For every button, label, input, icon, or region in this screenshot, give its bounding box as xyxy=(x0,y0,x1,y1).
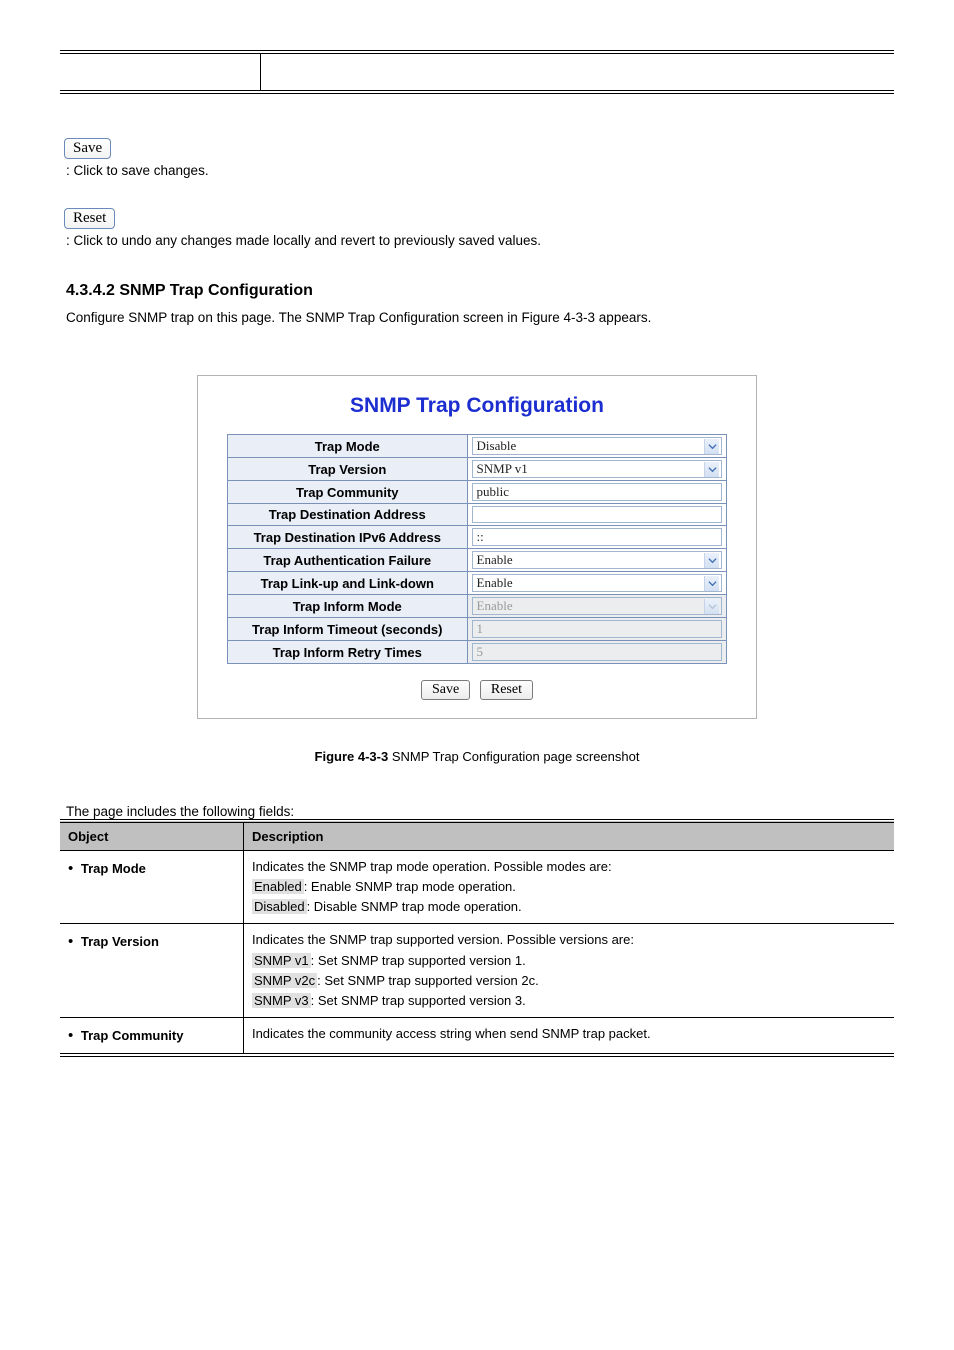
param-th-object: Object xyxy=(60,821,243,851)
figure-reset-button[interactable]: Reset xyxy=(480,680,533,700)
cfg-label: Trap Authentication Failure xyxy=(228,549,468,572)
cfg-select: Enable xyxy=(467,595,726,618)
cfg-input[interactable]: public xyxy=(467,481,726,504)
figure-caption: Figure 4-3-3 SNMP Trap Configuration pag… xyxy=(60,749,894,764)
cfg-input: 1 xyxy=(467,618,726,641)
top-empty-cell-left xyxy=(60,52,260,92)
cfg-label: Trap Inform Mode xyxy=(228,595,468,618)
cfg-label: Trap Inform Timeout (seconds) xyxy=(228,618,468,641)
save-button-illus[interactable]: Save xyxy=(64,138,111,159)
top-empty-cell-right xyxy=(260,52,894,92)
figure-panel: SNMP Trap Configuration Trap Mode Disable… xyxy=(197,375,757,719)
chevron-down-icon xyxy=(704,599,719,614)
buttons-area: Save : Click to save changes. Reset : Cl… xyxy=(60,134,894,248)
cfg-value-text: 5 xyxy=(477,644,484,660)
chevron-down-icon[interactable] xyxy=(704,576,719,591)
cfg-label: Trap Mode xyxy=(228,435,468,458)
param-object: • Trap Community xyxy=(60,1017,243,1055)
chevron-down-icon[interactable] xyxy=(704,462,719,477)
cfg-select[interactable]: Enable xyxy=(467,549,726,572)
param-object: • Trap Version xyxy=(60,924,243,1018)
param-desc: Indicates the SNMP trap supported versio… xyxy=(243,924,894,1018)
chevron-down-icon[interactable] xyxy=(704,439,719,454)
cfg-label: Trap Inform Retry Times xyxy=(228,641,468,664)
top-empty-table xyxy=(60,50,894,94)
chevron-down-icon[interactable] xyxy=(704,553,719,568)
param-table: Object Description • Trap ModeIndicates … xyxy=(60,819,894,1057)
cfg-input[interactable]: :: xyxy=(467,526,726,549)
figure-save-button[interactable]: Save xyxy=(421,680,470,700)
cfg-select[interactable]: Enable xyxy=(467,572,726,595)
param-desc: Indicates the community access string wh… xyxy=(243,1017,894,1055)
cfg-label: Trap Destination IPv6 Address xyxy=(228,526,468,549)
cfg-label: Trap Version xyxy=(228,458,468,481)
param-object: • Trap Mode xyxy=(60,851,243,924)
cfg-label: Trap Community xyxy=(228,481,468,504)
cfg-input[interactable] xyxy=(467,504,726,526)
cfg-label: Trap Link-up and Link-down xyxy=(228,572,468,595)
param-desc: Indicates the SNMP trap mode operation. … xyxy=(243,851,894,924)
param-th-desc: Description xyxy=(243,821,894,851)
reset-button-illus[interactable]: Reset xyxy=(64,208,115,229)
cfg-value-text: Enable xyxy=(477,598,513,614)
cfg-select[interactable]: Disable xyxy=(467,435,726,458)
save-desc: : Click to save changes. xyxy=(66,163,894,178)
figure-title: SNMP Trap Configuration xyxy=(214,394,740,418)
param-intro: The page includes the following fields: xyxy=(66,804,894,819)
section-heading: 4.3.4.2 SNMP Trap Configuration xyxy=(66,282,894,300)
cfg-value-text: Enable xyxy=(477,575,513,591)
section-text: Configure SNMP trap on this page. The SN… xyxy=(66,310,894,325)
cfg-value-text: SNMP v1 xyxy=(477,461,528,477)
cfg-value-text: public xyxy=(477,484,510,500)
cfg-value-text: Enable xyxy=(477,552,513,568)
reset-desc: : Click to undo any changes made locally… xyxy=(66,233,894,248)
cfg-select[interactable]: SNMP v1 xyxy=(467,458,726,481)
cfg-value-text: Disable xyxy=(477,438,517,454)
config-table: Trap Mode Disable Trap Version SNMP v1 Trap … xyxy=(227,434,727,664)
cfg-value-text: 1 xyxy=(477,621,484,637)
cfg-input: 5 xyxy=(467,641,726,664)
cfg-label: Trap Destination Address xyxy=(228,504,468,526)
cfg-value-text: :: xyxy=(477,529,484,545)
